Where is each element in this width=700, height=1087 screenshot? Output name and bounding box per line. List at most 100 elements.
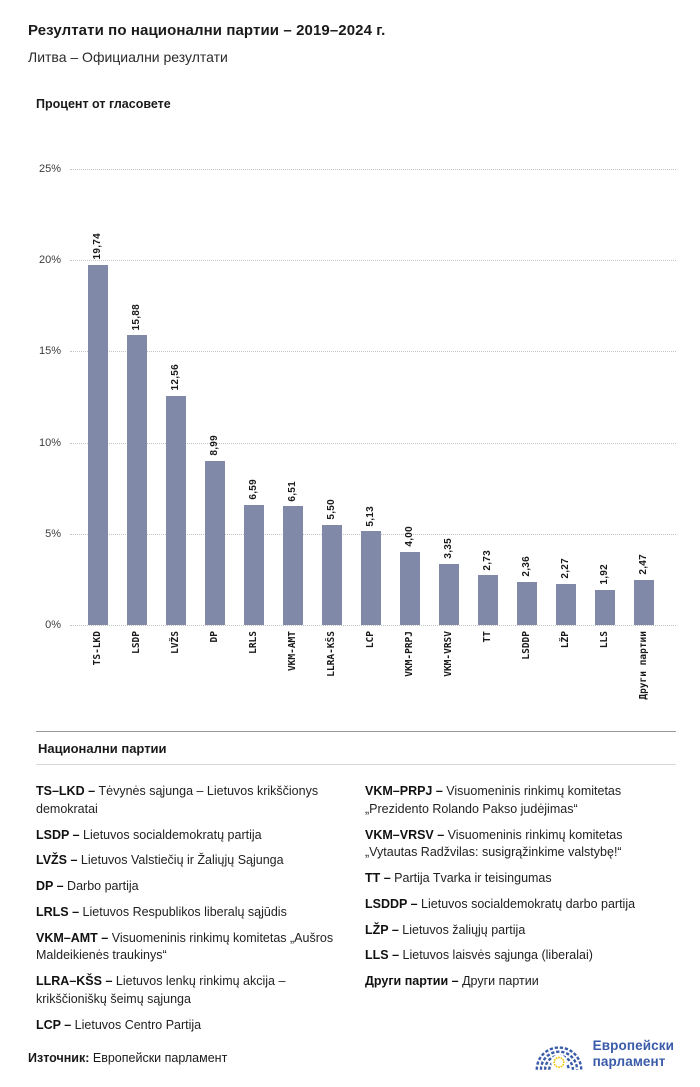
bar [243,504,264,625]
bar-group: 15,88 [117,169,156,625]
bar [165,395,186,625]
legend-item: VKM–VRSV – Visuomeninis rinkimų komiteta… [365,827,676,863]
x-tick: LVŽS [156,625,195,715]
x-axis-label: Други партии [638,631,649,700]
legend-item: LLRA–KŠS – Lietuvos lenkų rinkimų akcija… [36,973,347,1009]
legend-item: VKM–AMT – Visuomeninis rinkimų komitetas… [36,930,347,966]
legend-item: LLS – Lietuvos laisvės sąjunga (liberala… [365,947,676,965]
ep-logo-text: Европейски парламент [593,1038,674,1070]
x-axis-label: VKM-PRPJ [404,631,415,677]
x-tick: VKM-AMT [273,625,312,715]
bar-group: 1,92 [585,169,624,625]
legend-desc: Lietuvos žaliųjų partija [402,922,526,937]
y-tick-label: 10% [38,436,61,449]
x-tick: VKM-VRSV [429,625,468,715]
ep-logo-text-line2: парламент [592,1054,666,1069]
bar-value-label: 19,74 [92,233,103,260]
bar-group: 4,00 [390,169,429,625]
x-axis-label: TT [482,631,493,643]
source-value: Европейски парламент [92,1051,228,1065]
legend-abbr: LŽP – [365,922,403,937]
x-axis-label: LLS [599,631,610,649]
legend-desc: Lietuvos socialdemokratų partija [83,827,262,842]
page-title: Резултати по национални партии – 2019–20… [28,22,386,39]
bar-group: 12,56 [156,169,195,625]
bar [594,590,615,625]
bar-value-label: 2,36 [521,556,532,577]
x-tick: LRLS [234,625,273,715]
legend-desc: Lietuvos laisvės sąjunga (liberalai) [402,948,593,963]
legend-abbr: TS–LKD – [36,784,99,798]
bar [126,335,147,625]
bar [516,582,537,625]
bar-group: 6,51 [273,169,312,625]
page-subtitle: Литва – Официални резултати [28,49,228,65]
legend-desc: Lietuvos Respublikos liberalų sąjūdis [82,904,287,919]
bar-group: 6,59 [234,169,273,625]
legend-desc: Visuomeninis rinkimų komitetas „Vytautas… [365,827,623,860]
bar-group: 2,27 [546,169,585,625]
legend-abbr: LLRA–KŠS – [36,974,116,988]
legend-item: LSDP – Lietuvos socialdemokratų partija [36,827,347,845]
legend-abbr: DP – [36,879,68,893]
bar-group: 19,74 [78,169,117,625]
x-axis-label: VKM-AMT [287,631,298,672]
y-tick-label: 5% [45,527,61,540]
chart-title: Процент от гласовете [36,97,171,111]
x-tick: TS-LKD [78,625,117,715]
bar [87,264,108,625]
legend-col-left: TS–LKD – Tėvynės sąjunga – Lietuvos krik… [36,783,347,1042]
separator-line [36,731,676,732]
legend-item: LŽP – Lietuvos žaliųjų partija [365,922,676,940]
legend-item: TT – Partija Tvarka ir teisingumas [365,870,676,888]
y-tick-label: 25% [38,163,61,175]
x-tick: VKM-PRPJ [390,625,429,715]
gridline [70,260,676,262]
bar [555,583,576,625]
legend-desc: Lietuvos lenkų rinkimų akcija – krikščio… [36,974,286,1006]
source-label: Източник: [28,1051,90,1065]
x-tick: LSDDP [507,625,546,715]
legend-desc: Visuomeninis rinkimų komitetas „Aušros M… [36,930,334,963]
bar [282,506,303,625]
legend-abbr: VKM–VRSV – [365,827,448,842]
bar-group: 2,36 [507,169,546,625]
legend-desc: Други партии [462,974,539,988]
bar [360,531,381,625]
legend-abbr: VKM–PRPJ – [365,784,447,798]
bar [399,552,420,625]
legend-abbr: LRLS – [36,904,83,919]
report-header: Резултати по национални партии – 2019–20… [0,0,700,65]
gridline [70,169,676,170]
bar [321,524,342,625]
bar-value-label: 5,13 [365,505,376,527]
legend-item: DP – Darbo partija [36,878,347,896]
parties-heading: Национални партии [38,741,167,756]
separator-line [36,764,676,765]
x-tick: TT [468,625,507,715]
bar-value-label: 2,27 [560,557,571,579]
y-tick-label: 15% [38,345,61,358]
bar-group: 5,50 [312,169,351,625]
y-tick-label: 0% [45,619,61,631]
legend-item: LCP – Lietuvos Centro Partija [36,1017,347,1035]
ep-logo-text-line1: Европейски [592,1038,674,1054]
x-axis-labels: TS-LKD LSDP LVŽS DP LRLS VKM-AMT LLRA-KŠS LCP VK… [78,625,676,715]
x-tick: LCP [351,625,390,715]
gridline [70,351,676,353]
x-axis-label: TS-LKD [92,631,103,666]
legend-desc: Lietuvos Valstiečių ir Žaliųjų Sąjunga [80,853,284,868]
legend-item: LSDDP – Lietuvos socialdemokratų darbo p… [365,896,676,914]
x-tick: LLRA-KŠS [312,625,351,715]
eu-stars-icon [552,1056,565,1069]
bar-group: 2,73 [468,169,507,625]
legend-abbr: LCP – [36,1017,75,1032]
gridline [70,442,676,444]
bar-group: 8,99 [195,169,234,625]
bar-series: 19,74 15,88 12,56 8,99 6,59 6,51 5,50 5,13 4,00 3… [78,169,663,625]
x-tick: DP [195,625,234,715]
bar-value-label: 8,99 [209,435,220,456]
legend-col-right: VKM–PRPJ – Visuomeninis rinkimų komiteta… [365,783,676,1042]
bar-group: 5,13 [351,169,390,625]
x-axis-label: LRLS [248,631,259,654]
